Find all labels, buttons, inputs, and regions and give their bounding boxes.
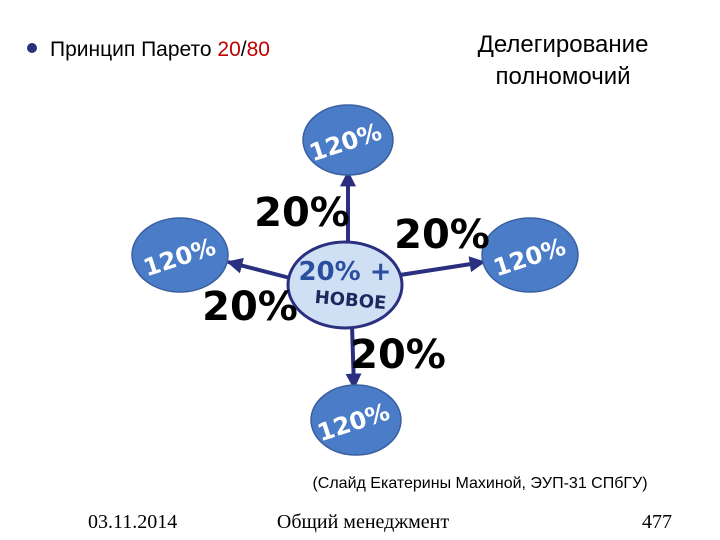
footer-page: 477 <box>642 511 672 533</box>
footer-date: 03.11.2014 <box>88 511 177 533</box>
center-text: 20% + <box>298 257 391 287</box>
caption: (Слайд Екатерины Махиной, ЭУП-31 СПбГУ) <box>312 475 647 492</box>
arrow <box>345 324 362 390</box>
node <box>481 217 579 293</box>
node <box>302 104 394 176</box>
bullet <box>27 43 37 53</box>
node <box>131 217 229 293</box>
arrow-label: 20% <box>202 284 298 330</box>
arrow <box>399 256 486 277</box>
ratio-b: 80 <box>247 38 270 61</box>
ratio-a: 20 <box>217 38 240 61</box>
title-line: полномочий <box>495 63 630 90</box>
arrow <box>226 257 291 280</box>
footer-course: Общий менеджмент <box>277 511 450 533</box>
arrow-label: 20% <box>394 212 490 258</box>
principle: Принцип Парето <box>50 38 212 61</box>
node <box>310 384 402 456</box>
arrow-label: 20% <box>350 332 446 378</box>
bullet-text: Принцип Парето 20/80 <box>50 38 270 61</box>
ratio-sep: / <box>241 38 247 61</box>
arrows <box>226 170 486 390</box>
title-line: Делегирование <box>478 31 649 58</box>
center-node <box>286 240 404 330</box>
arrow-label: 20% <box>254 190 350 236</box>
